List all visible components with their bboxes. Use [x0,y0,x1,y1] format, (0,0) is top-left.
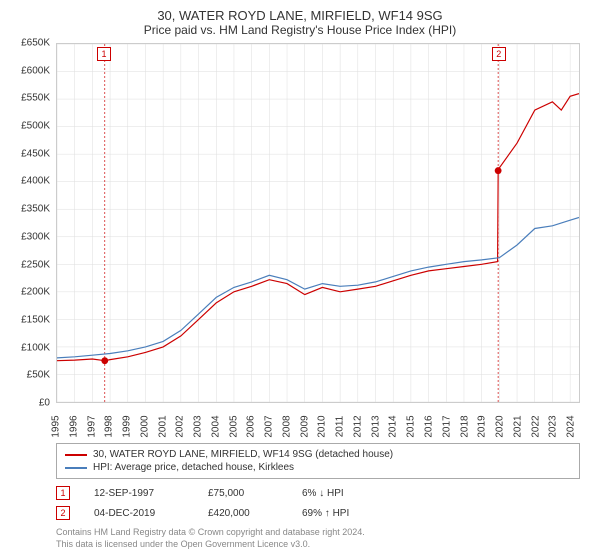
x-tick-label: 2023 [548,415,559,437]
x-tick-label: 2002 [175,415,186,437]
legend: 30, WATER ROYD LANE, MIRFIELD, WF14 9SG … [56,443,580,479]
sale-date: 12-SEP-1997 [94,488,184,499]
y-tick-label: £200K [21,287,50,298]
x-tick-label: 2014 [388,415,399,437]
footer-line-1: Contains HM Land Registry data © Crown c… [56,527,580,539]
y-tick-label: £400K [21,176,50,187]
legend-swatch-2 [65,467,87,469]
legend-label-2: HPI: Average price, detached house, Kirk… [93,462,294,473]
x-tick-label: 2015 [406,415,417,437]
y-tick-label: £300K [21,231,50,242]
x-tick-label: 1996 [68,415,79,437]
y-axis: £0£50K£100K£150K£200K£250K£300K£350K£400… [12,43,52,403]
x-tick-label: 2022 [530,415,541,437]
x-tick-label: 2004 [210,415,221,437]
sale-price: £75,000 [208,488,278,499]
y-tick-label: £250K [21,259,50,270]
y-tick-label: £550K [21,93,50,104]
footer: Contains HM Land Registry data © Crown c… [56,527,580,550]
x-tick-label: 2009 [299,415,310,437]
y-tick-label: £500K [21,121,50,132]
legend-item-1: 30, WATER ROYD LANE, MIRFIELD, WF14 9SG … [65,448,571,461]
sale-marker-flag: 2 [492,47,506,61]
x-tick-label: 2005 [228,415,239,437]
x-tick-label: 1997 [86,415,97,437]
x-tick-label: 2007 [264,415,275,437]
y-tick-label: £150K [21,314,50,325]
legend-item-2: HPI: Average price, detached house, Kirk… [65,461,571,474]
sale-marker-flag: 1 [97,47,111,61]
x-tick-label: 1998 [104,415,115,437]
x-tick-label: 2024 [566,415,577,437]
x-tick-label: 2021 [512,415,523,437]
x-tick-label: 2016 [424,415,435,437]
x-tick-label: 2003 [193,415,204,437]
x-tick-label: 2001 [157,415,168,437]
sale-diff: 69% ↑ HPI [302,508,349,519]
x-tick-label: 2011 [335,416,346,438]
chart-plot-area: £0£50K£100K£150K£200K£250K£300K£350K£400… [56,43,580,403]
x-tick-label: 2018 [459,415,470,437]
x-tick-label: 2008 [281,415,292,437]
x-tick-label: 2019 [477,415,488,437]
y-tick-label: £600K [21,65,50,76]
x-tick-label: 2013 [370,415,381,437]
y-tick-label: £50K [27,370,50,381]
sale-record-row: 2 04-DEC-2019 £420,000 69% ↑ HPI [56,503,580,523]
plot [56,43,580,403]
sale-marker-num: 2 [56,506,70,520]
footer-line-2: This data is licensed under the Open Gov… [56,539,580,551]
sale-marker-num: 1 [56,486,70,500]
y-tick-label: £650K [21,38,50,49]
y-tick-label: £350K [21,204,50,215]
y-tick-label: £0 [39,398,50,409]
x-tick-label: 1999 [122,415,133,437]
sale-diff: 6% ↓ HPI [302,488,344,499]
legend-label-1: 30, WATER ROYD LANE, MIRFIELD, WF14 9SG … [93,449,393,460]
sale-price: £420,000 [208,508,278,519]
legend-swatch-1 [65,454,87,456]
sale-record-row: 1 12-SEP-1997 £75,000 6% ↓ HPI [56,483,580,503]
y-tick-label: £100K [21,342,50,353]
sale-date: 04-DEC-2019 [94,508,184,519]
x-axis: 1995199619971998199920002001200220032004… [56,407,580,439]
y-tick-label: £450K [21,148,50,159]
x-tick-label: 2006 [246,415,257,437]
chart-subtitle: Price paid vs. HM Land Registry's House … [12,23,588,37]
x-tick-label: 2012 [352,415,363,437]
x-tick-label: 2017 [441,415,452,437]
x-tick-label: 1995 [51,415,62,437]
x-tick-label: 2020 [495,415,506,437]
x-tick-label: 2010 [317,415,328,437]
x-tick-label: 2000 [139,415,150,437]
chart-title: 30, WATER ROYD LANE, MIRFIELD, WF14 9SG [12,8,588,23]
